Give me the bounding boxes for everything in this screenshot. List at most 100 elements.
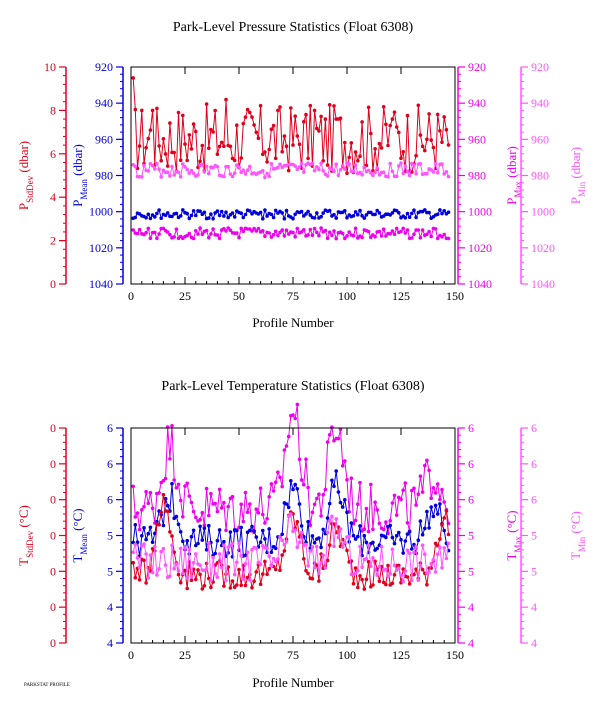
data-point-stddev (446, 532, 451, 537)
data-point-max (271, 489, 276, 493)
data-point-mean (202, 526, 207, 530)
data-point-mean (291, 216, 295, 221)
data-point-stddev (414, 153, 418, 158)
data-point-stddev (440, 140, 444, 144)
data-point-max (217, 236, 222, 241)
data-point-mean (315, 211, 319, 215)
data-point-mean (401, 551, 406, 555)
data-point-stddev (427, 112, 431, 116)
data-point-min (403, 164, 408, 168)
data-point-stddev (289, 106, 293, 110)
data-point-stddev (379, 146, 384, 150)
data-point-max (191, 236, 196, 241)
data-point-mean (241, 215, 246, 220)
data-point-min (446, 174, 451, 179)
data-point-stddev (386, 563, 390, 568)
data-point-mean (215, 538, 220, 543)
data-point-stddev (219, 140, 224, 145)
data-point-stddev (252, 579, 256, 584)
data-point-max (433, 227, 438, 231)
data-point-stddev (297, 142, 302, 146)
data-point-mean (222, 539, 226, 544)
data-point-mean (334, 469, 339, 473)
data-point-stddev (360, 120, 364, 124)
data-point-stddev (133, 107, 138, 112)
data-point-max (420, 228, 425, 232)
data-point-stddev (239, 156, 243, 160)
data-point-max (144, 489, 148, 494)
data-point-mean (189, 534, 194, 539)
data-point-max (131, 228, 135, 232)
data-point-min (245, 550, 250, 554)
data-point-max (256, 226, 261, 231)
data-point-min (230, 174, 235, 179)
data-point-max (304, 457, 308, 462)
data-point-mean (407, 530, 412, 534)
data-point-min (178, 546, 183, 551)
data-point-stddev (269, 127, 274, 131)
data-point-mean (425, 509, 429, 514)
data-point-mean (133, 215, 138, 220)
data-point-max (399, 497, 403, 502)
data-point-min (325, 174, 330, 178)
data-point-mean (351, 533, 356, 538)
data-point-stddev (157, 522, 161, 527)
pressure-x-axis-label: Profile Number (252, 315, 334, 330)
data-point-max (427, 468, 431, 473)
data-point-min (440, 162, 444, 166)
data-point-min (183, 165, 187, 169)
data-point-min (412, 163, 416, 167)
data-point-min (150, 570, 155, 575)
data-point-max (392, 232, 397, 236)
data-point-stddev (353, 150, 358, 154)
data-point-min (405, 548, 410, 553)
data-point-min (416, 578, 421, 582)
data-point-min (207, 171, 211, 176)
data-point-max (375, 508, 380, 512)
data-point-min (263, 175, 267, 179)
data-point-mean (204, 548, 209, 552)
data-point-max (194, 229, 198, 233)
data-point-mean (261, 528, 265, 533)
data-point-stddev (243, 583, 248, 588)
data-point-stddev (271, 123, 276, 128)
data-point-max (258, 486, 263, 491)
data-point-stddev (420, 567, 425, 572)
data-point-min (194, 552, 198, 556)
data-point-min (204, 164, 209, 169)
data-point-stddev (388, 123, 393, 128)
data-point-stddev (155, 106, 159, 111)
data-point-mean (345, 510, 349, 514)
data-point-mean (211, 217, 215, 221)
data-point-stddev (416, 103, 421, 108)
data-point-mean (397, 211, 401, 215)
data-point-mean (265, 214, 269, 218)
data-point-min (386, 174, 390, 179)
y-tick-label-stddev: 0 (50, 421, 56, 435)
data-point-stddev (435, 112, 440, 117)
data-point-min (222, 543, 226, 548)
data-point-stddev (306, 156, 310, 161)
data-point-max (345, 234, 349, 238)
data-point-max (425, 458, 429, 463)
data-point-stddev (358, 154, 362, 158)
data-point-mean (271, 215, 276, 220)
data-point-stddev (131, 76, 135, 80)
data-point-min (299, 530, 304, 535)
data-point-mean (410, 211, 414, 216)
y-tick-label-stddev: 4 (50, 190, 56, 204)
data-point-mean (282, 216, 287, 221)
data-point-min (170, 543, 174, 548)
data-point-stddev (273, 156, 278, 161)
data-point-mean (306, 209, 310, 214)
data-point-max (187, 231, 192, 236)
data-point-mean (146, 531, 151, 536)
data-point-max (278, 475, 282, 480)
data-point-min (217, 552, 222, 556)
data-point-mean (442, 209, 447, 213)
data-point-max (142, 505, 146, 509)
data-point-max (183, 484, 187, 488)
data-point-stddev (429, 138, 434, 142)
data-point-mean (273, 546, 278, 551)
data-point-max (306, 485, 310, 490)
